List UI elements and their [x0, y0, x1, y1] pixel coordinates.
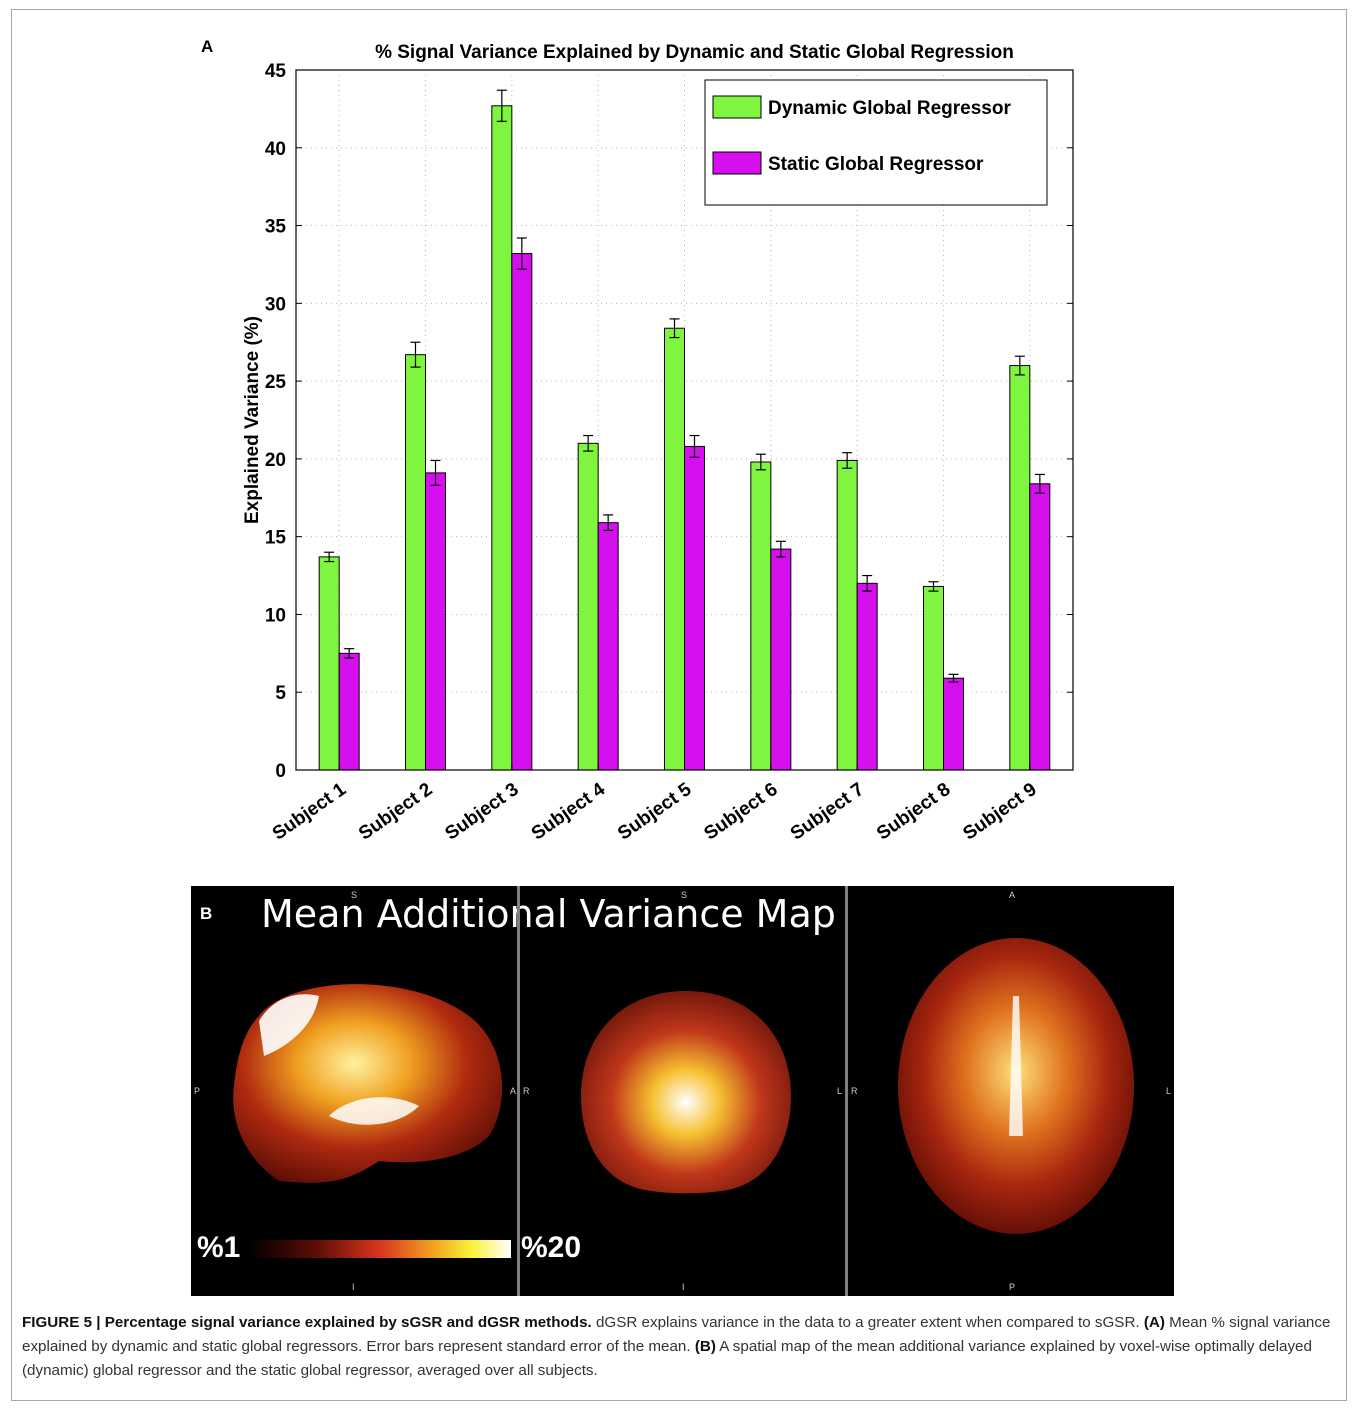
bar	[664, 327, 685, 771]
bar	[1029, 483, 1051, 771]
slice1-right-label: A	[510, 1086, 517, 1096]
y-tick-label: 20	[265, 450, 286, 471]
y-tick-label: 15	[265, 528, 287, 549]
y-tick-label: 40	[265, 139, 286, 160]
slice2-top-label: S	[681, 890, 688, 900]
figure-frame	[11, 9, 1347, 1401]
coronal-slice	[581, 991, 791, 1194]
slice3-top-label: A	[1009, 890, 1016, 900]
slice3-left-label: R	[851, 1086, 858, 1096]
x-tick-label: Subject 8	[873, 779, 954, 845]
figure-caption: FIGURE 5 | Percentage signal variance ex…	[22, 1311, 1337, 1383]
legend-label: Static Global Regressor	[768, 154, 984, 175]
caption-title: FIGURE 5 | Percentage signal variance ex…	[22, 1314, 592, 1331]
caption-a-label: (A)	[1143, 1314, 1165, 1331]
slice2-bottom-label: I	[682, 1282, 685, 1292]
x-tick-label: Subject 6	[700, 779, 781, 845]
axial-slice	[898, 938, 1134, 1234]
slice1-left-label: P	[194, 1086, 201, 1096]
slice-divider-2	[845, 886, 848, 1296]
colorbar-max-label: %20	[521, 1231, 582, 1264]
panel-b-variance-map: B Mean Additional Variance Map S P A I S…	[191, 886, 1174, 1296]
y-tick-label: 30	[265, 294, 286, 315]
bar	[318, 556, 340, 771]
bar	[425, 472, 446, 771]
slice1-bottom-label: I	[352, 1282, 355, 1292]
bar	[684, 445, 705, 771]
slice3-bottom-label: P	[1009, 1282, 1016, 1292]
x-tick-label: Subject 1	[269, 779, 351, 845]
bar	[1009, 365, 1031, 771]
bar	[943, 677, 964, 771]
legend-label: Dynamic Global Regressor	[768, 98, 1011, 119]
slice-divider-1	[517, 886, 520, 1296]
x-tick-label: Subject 9	[959, 779, 1040, 845]
bar	[770, 548, 792, 771]
y-tick-label: 45	[265, 61, 287, 82]
chart-title: % Signal Variance Explained by Dynamic a…	[375, 42, 1014, 63]
bar	[597, 522, 619, 771]
bar	[856, 582, 878, 771]
bar	[923, 585, 944, 771]
bar	[511, 253, 533, 771]
y-axis-label: Explained Variance (%)	[242, 316, 263, 524]
caption-text-2: Mean % signal variance explained by dyna…	[22, 1314, 1331, 1355]
caption-b-label: (B)	[694, 1338, 716, 1355]
map-title: Mean Additional Variance Map	[261, 892, 836, 936]
bar	[405, 354, 426, 771]
slice2-right-label: L	[837, 1086, 843, 1096]
bar	[577, 442, 599, 771]
slice3-right-label: L	[1166, 1086, 1172, 1096]
y-tick-label: 0	[275, 761, 286, 782]
colorbar-min-label: %1	[197, 1231, 241, 1264]
legend-swatch	[712, 151, 762, 175]
bar	[338, 652, 360, 771]
legend-box	[704, 79, 1048, 206]
y-tick-label: 5	[275, 683, 286, 704]
caption-text-3: A spatial map of the mean additional var…	[22, 1338, 1312, 1379]
x-tick-label: Subject 7	[787, 779, 868, 845]
y-tick-label: 10	[265, 605, 286, 626]
y-tick-label: 35	[265, 217, 287, 238]
sagittal-slice	[233, 984, 503, 1183]
y-tick-label: 25	[265, 372, 287, 393]
bar	[750, 461, 772, 771]
x-tick-label: Subject 2	[355, 779, 436, 845]
panel-a-label: A	[201, 37, 214, 56]
slice2-left-label: R	[523, 1086, 530, 1096]
x-tick-label: Subject 4	[528, 779, 610, 845]
slice1-top-label: S	[351, 890, 358, 900]
colorbar	[249, 1240, 511, 1258]
caption-text-1: dGSR explains variance in the data to a …	[591, 1314, 1144, 1331]
bar	[491, 105, 513, 771]
x-tick-label: Subject 3	[441, 779, 522, 845]
x-tick-label: Subject 5	[614, 779, 696, 845]
legend-swatch	[712, 95, 762, 119]
bar	[836, 459, 858, 771]
panel-b-label: B	[200, 904, 213, 923]
